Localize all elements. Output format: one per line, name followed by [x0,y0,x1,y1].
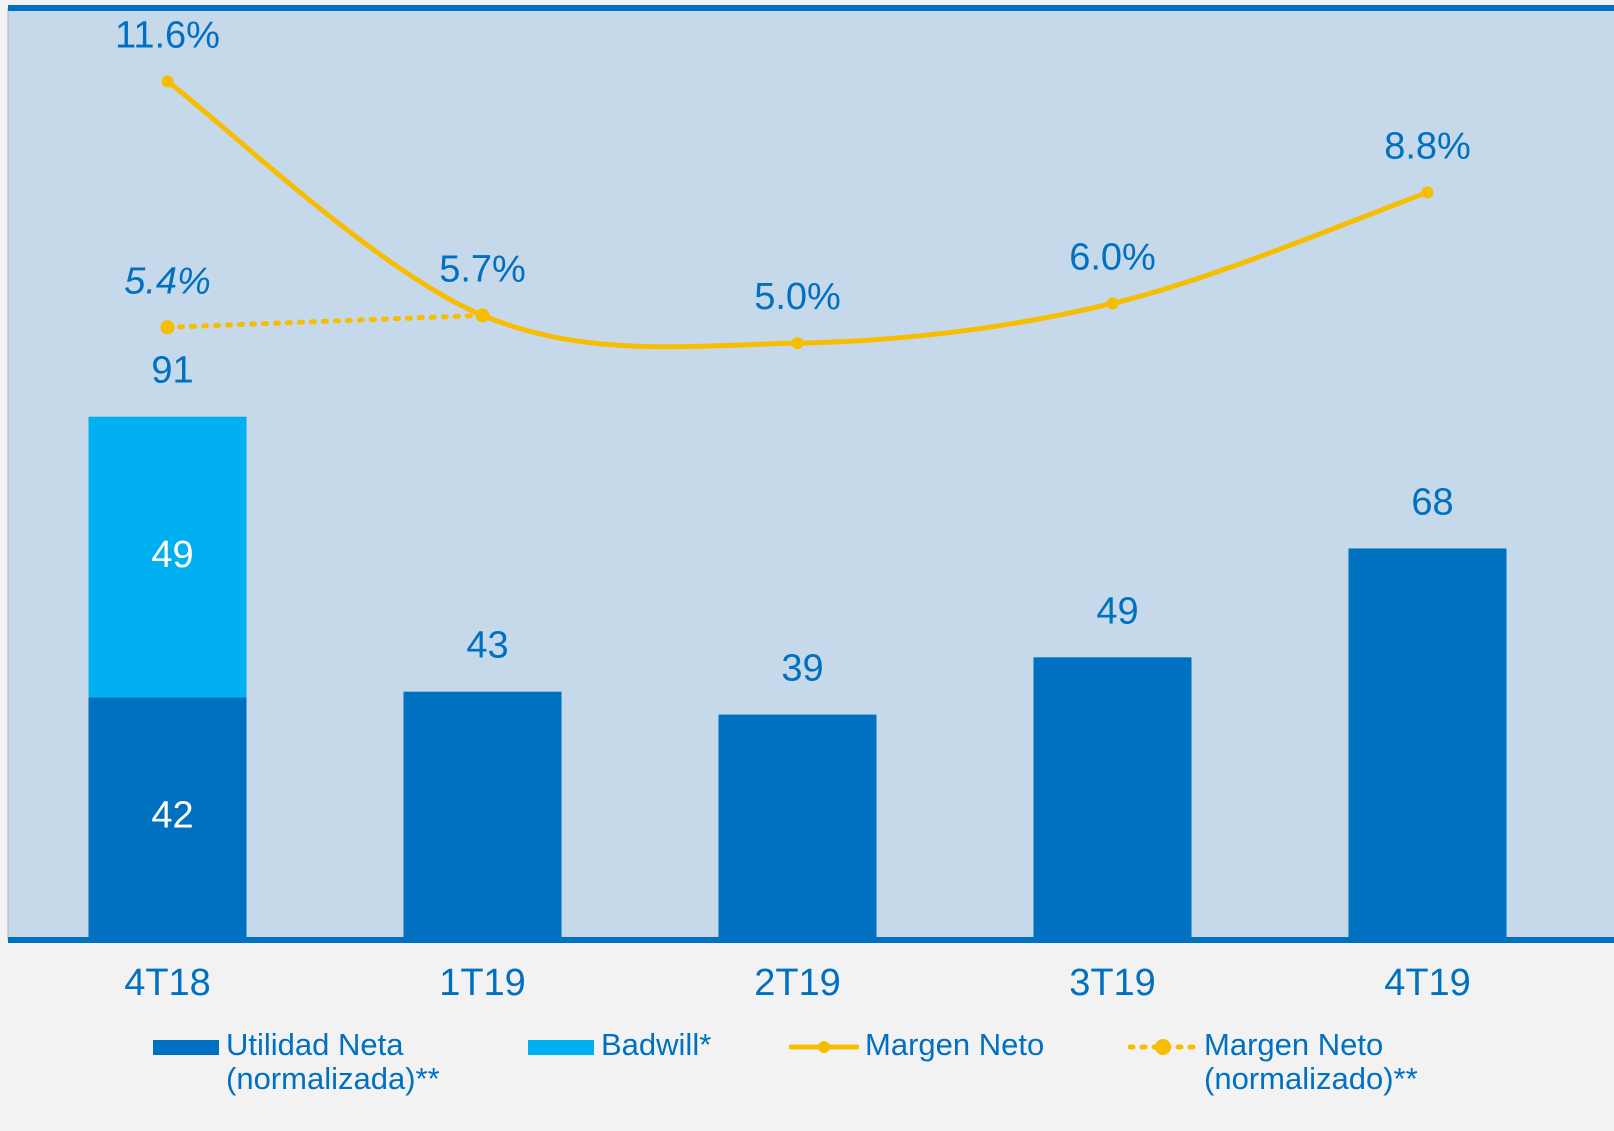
legend-icon [153,1040,219,1055]
legend-icon [789,1041,859,1053]
bar-value-label: 68 [1411,482,1453,524]
point-marker [1421,186,1434,199]
legend-label: Badwill* [601,1027,712,1062]
line-value-label: 5.7% [439,248,526,290]
legend-dot [818,1041,830,1053]
bar-value-label: 49 [1096,590,1138,632]
bar [718,714,877,938]
x-tick-label: 4T18 [124,962,211,1004]
x-tick-label: 1T19 [439,962,526,1004]
point-marker [791,337,804,350]
legend-label: Utilidad Neta (normalizada)** [226,1027,440,1096]
bar-total-label: 91 [151,350,193,392]
bar [1348,548,1507,938]
point-marker [161,75,174,88]
x-tick-label: 3T19 [1069,962,1156,1004]
bar [88,697,247,938]
line [165,312,485,330]
point-marker [475,308,490,323]
legend-label: Margen Neto [865,1027,1045,1062]
point-marker [1106,297,1119,310]
line-value-label: 6.0% [1069,237,1156,279]
legend-label: Margen Neto (normalizado)** [1204,1027,1418,1096]
line-value-label: 5.4% [124,260,211,302]
x-tick-label: 2T19 [754,962,841,1004]
legend-dot [1155,1039,1171,1055]
bar [1033,657,1192,938]
bar-value-label: 49 [151,534,193,576]
line-value-label: 8.8% [1384,125,1471,167]
line-value-label: 11.6% [115,14,220,56]
point-marker [160,320,175,335]
legend-swatch [528,1040,594,1055]
legend-icon [528,1040,594,1055]
legend-icon [1128,1039,1198,1055]
legend-swatch [153,1040,219,1055]
bar-value-label: 39 [781,648,823,690]
bar [403,691,562,938]
bar-value-label: 42 [151,795,193,837]
x-tick-label: 4T19 [1384,962,1471,1004]
bar-value-label: 43 [466,625,508,667]
line-value-label: 5.0% [754,276,841,318]
bar [88,416,247,698]
